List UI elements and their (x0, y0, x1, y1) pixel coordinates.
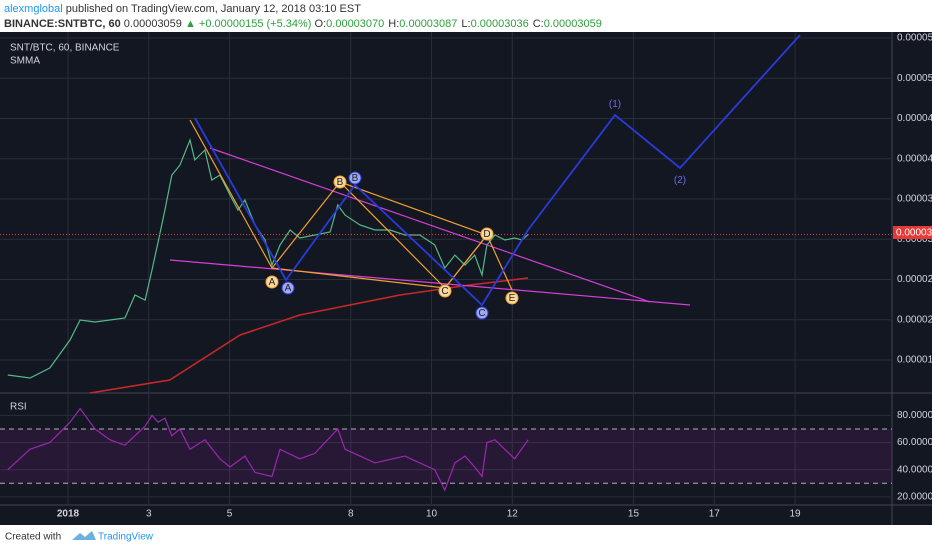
rsi-band (0, 428, 892, 484)
y-tick-label: 0.00005500 (897, 33, 932, 44)
ohlc-value: 0.00003070 (326, 18, 384, 30)
y-tick-label: 60.0000 (897, 437, 932, 448)
legend-smma: SMMA (10, 56, 40, 67)
y-tick-label: 0.00002000 (897, 314, 932, 325)
y-tick-label: 40.0000 (897, 464, 932, 475)
footer-bg (0, 525, 932, 550)
series-line (7, 407, 529, 492)
price-badge (893, 226, 932, 239)
point-label: C (441, 286, 448, 297)
point-label: (2) (674, 175, 686, 186)
logo (72, 531, 96, 540)
point-marker (333, 175, 347, 189)
ohlc-value: 0.00003036 (471, 18, 529, 30)
footer-created: Created with (5, 532, 61, 543)
y-tick-label: 0.00002500 (897, 274, 932, 285)
point-marker (281, 281, 295, 295)
point-marker (475, 306, 489, 320)
ohlc-value: 0.00003087 (399, 18, 457, 30)
change: ▲ +0.00000155 (+5.34%) (185, 18, 311, 30)
x-tick-label: 8 (348, 509, 354, 520)
x-tick-label: 17 (709, 509, 721, 520)
series-line (89, 277, 529, 394)
point-marker (265, 275, 279, 289)
y-tick-label: 0.00003000 (897, 234, 932, 245)
y-tick-label: 0.00001500 (897, 355, 932, 366)
footer-brand[interactable]: TradingView (98, 532, 154, 543)
trend-line (209, 147, 651, 303)
point-label: A (285, 283, 292, 294)
ohlc: O:0.00003070 H:0.00003087 L:0.00003036 C:0.… (315, 18, 602, 30)
point-label: B (352, 173, 359, 184)
y-tick-label: 0.00004000 (897, 153, 932, 164)
x-tick-label: 3 (146, 509, 152, 520)
point-label: B (337, 177, 344, 188)
ohlc-key: O: (315, 18, 327, 30)
y-tick-label: 0.00003500 (897, 194, 932, 205)
point-label: A (269, 277, 276, 288)
pattern-line (189, 119, 513, 291)
pattern-line (271, 181, 488, 289)
marks (0, 138, 892, 492)
quote-line: BINANCE:SNTBTC, 60 0.00003059 ▲ +0.00000… (4, 18, 602, 30)
x-tick-label: 12 (507, 509, 519, 520)
ohlc-value: 0.00003059 (544, 18, 602, 30)
header-bg (0, 0, 932, 32)
drawings (169, 34, 801, 307)
y-tick-label: 0.00004500 (897, 113, 932, 124)
x-tick-label: 10 (426, 509, 438, 520)
last-price: 0.00003059 (124, 18, 182, 30)
trend-line (169, 259, 691, 306)
series-line (7, 138, 529, 379)
elliott-line (194, 34, 801, 307)
ohlc-key: H: (388, 18, 399, 30)
x-tick-label: 19 (789, 509, 801, 520)
point-marker (505, 291, 519, 305)
point-label: (1) (609, 99, 621, 110)
price-badge-text: 0.00003059 (896, 228, 932, 239)
point-label: C (478, 308, 485, 319)
point-label: D (483, 229, 490, 240)
point-label: E (509, 293, 516, 304)
grid: 0.00001500 0.00002000 0.00002500 0.00003000… (0, 32, 932, 520)
x-tick-label: 15 (628, 509, 640, 520)
legend-rsi: RSI (10, 402, 27, 413)
point-marker (480, 227, 494, 241)
y-tick-label: 0.00005000 (897, 73, 932, 84)
x-tick-label: 2018 (57, 509, 80, 520)
y-tick-label: 80.0000 (897, 410, 932, 421)
header-line: alexmglobal published on TradingView.com… (4, 3, 361, 15)
publisher: alexmglobal (4, 3, 63, 15)
symbol: BINANCE:SNTBTC, 60 (4, 18, 121, 30)
x-tick-label: 5 (227, 509, 233, 520)
drawing-labels: AA B B C C D E (1) (2) (265, 99, 686, 320)
ohlc-key: C: (533, 18, 544, 30)
y-tick-label: 20.0000 (897, 491, 932, 502)
legend-symbol: SNT/BTC, 60, BINANCE (10, 43, 120, 54)
point-marker (348, 171, 362, 185)
point-marker (438, 284, 452, 298)
published: published on TradingView.com, January 12… (66, 3, 361, 15)
ohlc-key: L: (461, 18, 470, 30)
